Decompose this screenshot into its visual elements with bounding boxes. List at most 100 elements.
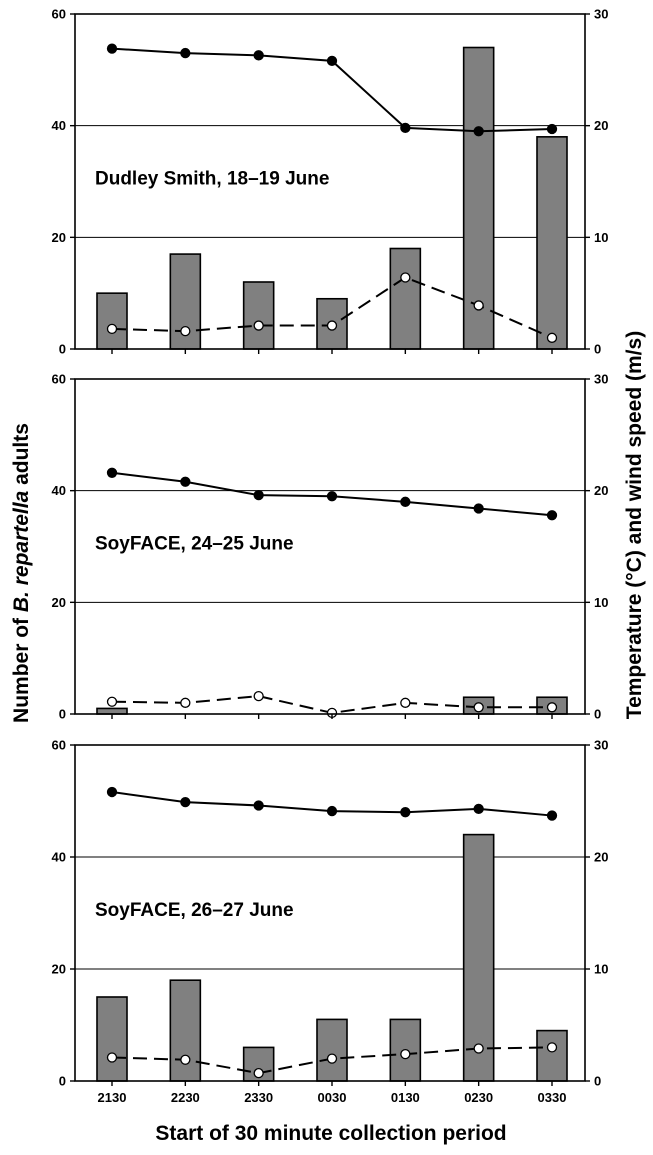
- panel-1: 0 20 40 60 0 10 20 30 Dudley Smith, 18–19 June: [52, 7, 609, 357]
- right-tick-label: 0: [594, 1074, 601, 1089]
- filled-marker: [180, 796, 191, 808]
- filled-marker: [400, 122, 411, 134]
- open-marker: [106, 1052, 118, 1063]
- panels-layer: 0 20 40 60 0 10 20 30 Dudley Smith, 18–19 June 0 2…: [52, 7, 609, 1106]
- right-tick-label: 0: [594, 342, 601, 357]
- open-marker: [473, 702, 484, 713]
- filled-marker: [400, 807, 411, 818]
- open-marker: [326, 320, 338, 331]
- filled-marker: [473, 126, 484, 137]
- x-tick-label: 2330: [244, 1090, 273, 1105]
- open-marker: [180, 1054, 191, 1065]
- left-tick-label: 40: [52, 850, 66, 865]
- right-tick-label: 30: [594, 7, 608, 22]
- filled-marker: [106, 467, 118, 478]
- left-axis-title-species: B. repartella: [10, 490, 33, 612]
- filled-marker: [253, 50, 264, 61]
- x-tick-labels: 2130 2230 2330 0030 0130 0230 0330: [98, 1090, 567, 1105]
- filled-marker: [473, 803, 484, 814]
- right-axis-title: Temperature (°C) and wind speed (m/s): [623, 331, 646, 719]
- filled-marker: [180, 476, 191, 487]
- left-tick-label: 60: [52, 372, 66, 387]
- panel-label: Dudley Smith, 18–19 June: [95, 168, 329, 189]
- panel-frame: [74, 744, 586, 1082]
- panel-label: SoyFACE, 24–25 June: [95, 533, 294, 554]
- filled-marker: [326, 805, 338, 817]
- open-marker: [253, 690, 264, 702]
- bar: [389, 247, 422, 350]
- right-tick-label: 10: [594, 962, 608, 977]
- open-marker: [326, 1053, 338, 1064]
- panel-label: SoyFACE, 26–27 June: [95, 900, 294, 921]
- open-marker: [400, 272, 411, 283]
- filled-marker: [253, 489, 264, 501]
- bar: [536, 1029, 568, 1082]
- bar: [389, 1018, 422, 1082]
- open-marker: [473, 300, 484, 311]
- filled-marker: [400, 496, 411, 507]
- bar: [462, 46, 495, 350]
- filled-marker: [473, 503, 484, 514]
- right-tick-label: 30: [594, 738, 608, 753]
- bar: [462, 833, 495, 1082]
- open-marker: [180, 697, 191, 708]
- bar: [96, 707, 128, 715]
- open-marker: [106, 696, 118, 707]
- left-tick-label: 20: [52, 595, 66, 610]
- open-marker: [400, 697, 411, 708]
- panel-frame: [74, 378, 586, 715]
- left-axis-title: Number of B. repartella adults: [10, 423, 33, 723]
- right-tick-label: 10: [594, 230, 608, 245]
- open-marker: [546, 332, 558, 343]
- open-marker: [106, 323, 118, 335]
- bar: [316, 1018, 348, 1082]
- panel-frame: [74, 13, 586, 350]
- x-tick-label: 0130: [391, 1090, 420, 1105]
- left-axis-title-prefix: Number of: [10, 612, 33, 723]
- left-axis-title-group: Number of B. repartella adults: [10, 423, 33, 723]
- left-tick-label: 40: [52, 118, 66, 133]
- filled-marker: [326, 55, 338, 67]
- left-axis-title-suffix: adults: [10, 423, 33, 491]
- x-axis-title-group: Start of 30 minute collection period: [155, 1122, 506, 1145]
- open-marker: [253, 320, 264, 331]
- right-axis-title-group: Temperature (°C) and wind speed (m/s): [623, 331, 646, 719]
- right-tick-label: 20: [594, 483, 608, 498]
- left-tick-label: 60: [52, 7, 66, 22]
- open-marker: [546, 702, 558, 713]
- x-axis-title: Start of 30 minute collection period: [155, 1122, 506, 1145]
- open-marker: [473, 1043, 484, 1054]
- right-tick-label: 20: [594, 850, 608, 865]
- x-tick-label: 2130: [98, 1090, 127, 1105]
- left-tick-label: 0: [59, 707, 66, 722]
- open-marker: [253, 1068, 264, 1079]
- left-tick-label: 20: [52, 962, 66, 977]
- left-tick-label: 60: [52, 738, 66, 753]
- bar: [96, 996, 128, 1082]
- left-tick-label: 0: [59, 1074, 66, 1089]
- filled-marker: [253, 800, 264, 811]
- filled-marker: [546, 123, 558, 135]
- filled-marker: [180, 47, 191, 59]
- x-tick-label: 0330: [538, 1090, 567, 1105]
- open-marker: [546, 1042, 558, 1053]
- bar: [169, 979, 202, 1082]
- filled-marker: [106, 43, 118, 54]
- x-tick-label: 2230: [171, 1090, 200, 1105]
- panel-2: 0 20 40 60 0 10 20 30 SoyFACE, 24–25 June: [52, 372, 609, 722]
- filled-marker: [326, 491, 338, 502]
- open-marker: [400, 1048, 411, 1060]
- left-tick-label: 40: [52, 483, 66, 498]
- open-marker: [180, 325, 191, 337]
- right-tick-label: 0: [594, 707, 601, 722]
- left-tick-label: 20: [52, 230, 66, 245]
- right-tick-label: 30: [594, 372, 608, 387]
- right-tick-label: 10: [594, 595, 608, 610]
- filled-marker: [546, 510, 558, 521]
- bar: [96, 292, 128, 350]
- bar: [242, 281, 275, 350]
- bar: [536, 136, 568, 350]
- filled-marker: [106, 786, 118, 798]
